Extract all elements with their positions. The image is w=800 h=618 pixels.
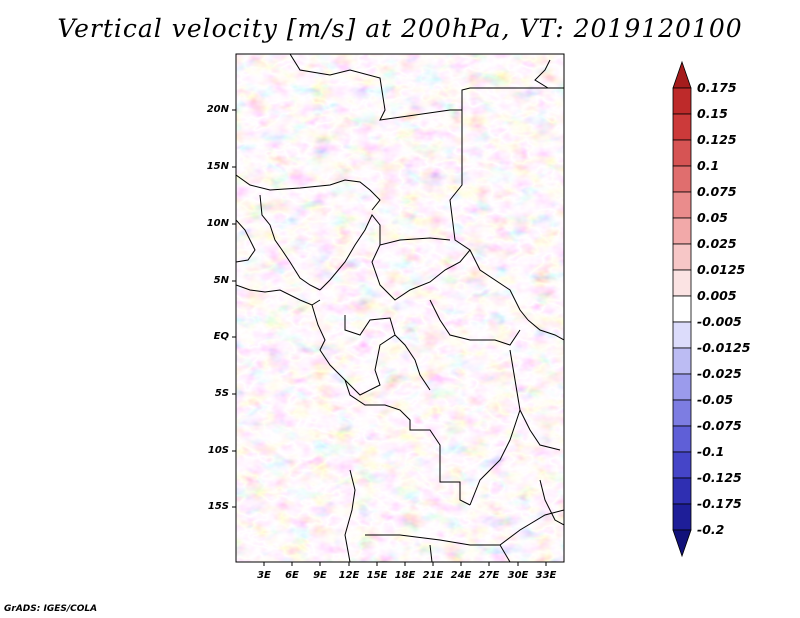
colorbar-segment <box>672 373 692 401</box>
lat-label-20n: 20N <box>206 104 229 115</box>
colorbar-segment <box>672 87 692 115</box>
colorbar-label: -0.2 <box>697 522 725 537</box>
colorbar-label: 0.05 <box>697 210 728 225</box>
colorbar-label: -0.005 <box>697 314 742 329</box>
lat-label-15s: 15S <box>207 501 229 512</box>
colorbar-label: -0.1 <box>697 444 725 459</box>
map-title: Vertical velocity [m/s] at 200hPa, VT: 2… <box>57 14 743 43</box>
lon-label-24e: 24E <box>450 570 472 581</box>
colorbar-segment <box>672 165 692 193</box>
colorbar-segment <box>672 60 692 89</box>
colorbar-label: 0.0125 <box>697 262 746 277</box>
lon-label-30e: 30E <box>507 570 529 581</box>
colorbar-segment <box>672 321 692 349</box>
colorbar-segment <box>672 451 692 479</box>
colorbar-segment <box>672 295 692 323</box>
lon-label-3e: 3E <box>257 570 271 581</box>
lat-label-15n: 15N <box>206 161 229 172</box>
colorbar-label: 0.125 <box>697 132 737 147</box>
lat-label-eq: EQ <box>213 331 229 342</box>
colorbar-label: 0.025 <box>697 236 737 251</box>
colorbar-label: -0.025 <box>697 366 742 381</box>
lon-label-9e: 9E <box>313 570 327 581</box>
colorbar-label: 0.075 <box>697 184 737 199</box>
colorbar-segment <box>672 425 692 453</box>
colorbar <box>672 60 692 558</box>
lat-label-10n: 10N <box>206 218 229 229</box>
colorbar-label: 0.1 <box>697 158 720 173</box>
lat-label-5s: 5S <box>214 388 229 399</box>
colorbar-segment <box>672 113 692 141</box>
lon-label-27e: 27E <box>478 570 500 581</box>
lon-label-15e: 15E <box>366 570 388 581</box>
lon-label-18e: 18E <box>394 570 416 581</box>
velocity-field <box>236 54 564 562</box>
colorbar-segment <box>672 347 692 375</box>
lon-label-12e: 12E <box>338 570 360 581</box>
colorbar-label: -0.125 <box>697 470 742 485</box>
colorbar-label: -0.075 <box>697 418 742 433</box>
colorbar-label: 0.15 <box>697 106 728 121</box>
lat-label-10s: 10S <box>207 445 229 456</box>
map-frame <box>235 53 565 563</box>
country-borders <box>236 54 564 562</box>
credit-text: GrADS: IGES/COLA <box>4 604 98 614</box>
colorbar-label: -0.0125 <box>697 340 751 355</box>
colorbar-segment <box>672 503 692 531</box>
colorbar-segment <box>672 191 692 219</box>
colorbar-label: -0.175 <box>697 496 742 511</box>
lon-ticks <box>263 562 547 566</box>
colorbar-segment <box>672 139 692 167</box>
colorbar-label: 0.005 <box>697 288 737 303</box>
lon-label-6e: 6E <box>285 570 299 581</box>
colorbar-label: 0.175 <box>697 80 737 95</box>
colorbar-segment <box>672 477 692 505</box>
lat-ticks <box>232 109 236 508</box>
colorbar-segment <box>672 217 692 245</box>
colorbar-segment <box>672 269 692 297</box>
lon-label-21e: 21E <box>422 570 444 581</box>
colorbar-segment <box>672 529 692 558</box>
lat-label-5n: 5N <box>213 275 229 286</box>
colorbar-segment <box>672 399 692 427</box>
colorbar-segment <box>672 243 692 271</box>
lon-label-33e: 33E <box>535 570 557 581</box>
colorbar-label: -0.05 <box>697 392 734 407</box>
